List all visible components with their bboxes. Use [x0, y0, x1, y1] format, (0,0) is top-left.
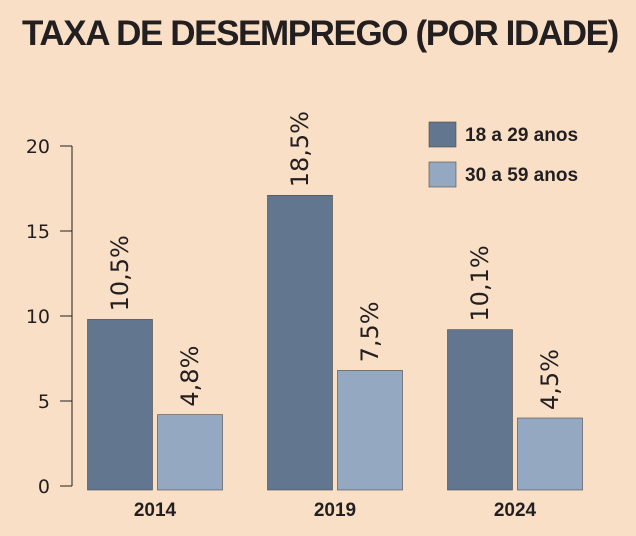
data-label: 4,5% — [536, 349, 564, 410]
bar-1-2019 — [267, 195, 333, 491]
bar-2-2024 — [517, 417, 583, 491]
x-tick-label: 2019 — [314, 500, 356, 521]
y-tick-label: 20 — [26, 136, 50, 158]
bar-2-2019 — [337, 370, 403, 491]
y-tick-label: 15 — [26, 221, 50, 243]
data-label: 10,5% — [106, 235, 134, 311]
legend-swatch-1 — [428, 121, 457, 148]
bar-2-2014 — [157, 414, 223, 491]
bar-1-2024 — [447, 329, 513, 491]
legend-label-1: 18 a 29 anos — [465, 125, 578, 146]
data-label: 10,1% — [466, 245, 494, 321]
legend-swatch-2 — [428, 161, 457, 188]
x-tick-label: 2024 — [494, 500, 537, 521]
chart-title: TAXA DE DESEMPREGO (POR IDADE) — [22, 14, 619, 53]
data-label: 18,5% — [286, 111, 314, 187]
bar-1-2014 — [87, 319, 153, 491]
legend-label-2: 30 a 59 anos — [465, 165, 578, 186]
y-tick-label: 0 — [38, 476, 50, 498]
x-tick-label: 2014 — [134, 500, 177, 521]
data-label: 7,5% — [356, 301, 384, 362]
y-tick-label: 5 — [38, 391, 50, 413]
data-label: 4,8% — [176, 346, 204, 407]
y-tick-label: 10 — [26, 306, 50, 328]
